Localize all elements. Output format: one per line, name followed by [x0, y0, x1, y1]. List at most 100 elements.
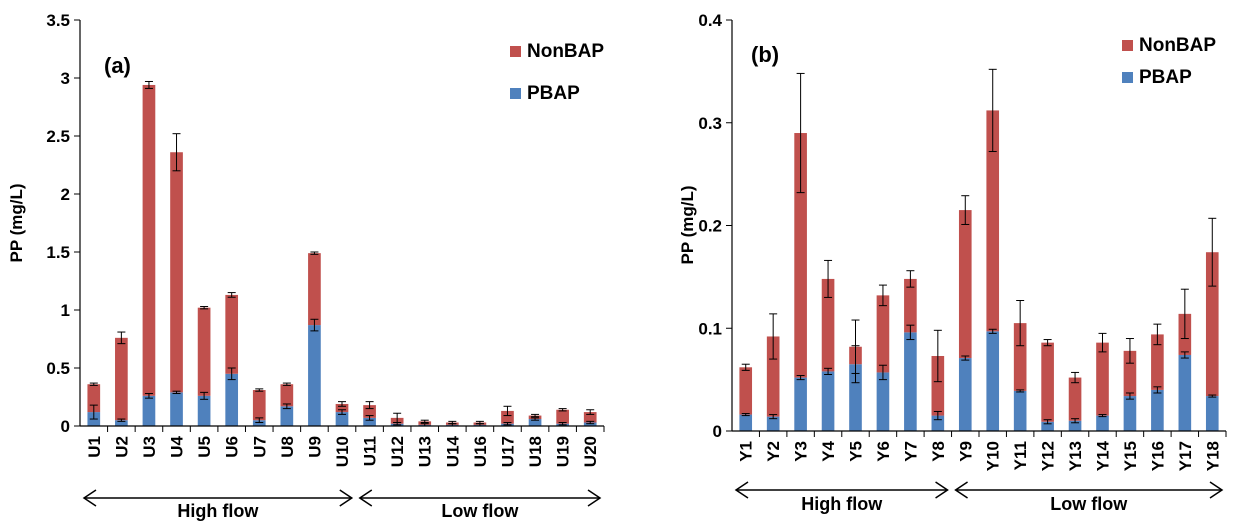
bar-nonbap-y12 [1041, 342, 1054, 422]
x-tick-label-u10: U10 [333, 436, 352, 467]
arrow-head-right [587, 489, 602, 507]
y-tick-label: 0.4 [698, 11, 722, 30]
group-label-high-flow: High flow [177, 501, 259, 521]
x-tick-label-u20: U20 [581, 436, 600, 467]
y-tick-label: 0.3 [698, 114, 722, 133]
y-tick-label: 0.5 [46, 359, 70, 378]
x-tick-label-u14: U14 [443, 435, 462, 467]
bar-nonbap-u7 [252, 390, 266, 421]
bar-nonbap-y18 [1205, 252, 1219, 397]
y-tick-label: 2 [61, 185, 70, 204]
bar-pbap-u20 [583, 422, 597, 426]
x-tick-label-u16: U16 [471, 436, 490, 467]
bar-pbap-y5 [849, 364, 862, 431]
x-tick-label-u12: U12 [388, 436, 407, 467]
x-tick-label-y1: Y1 [737, 441, 756, 462]
bar-nonbap-u3 [142, 84, 156, 396]
bar-pbap-u3 [142, 395, 156, 426]
y-tick-label: 0 [61, 417, 70, 436]
arrow-head-right [1209, 481, 1224, 499]
bar-nonbap-u10 [335, 403, 349, 413]
bar-pbap-u5 [197, 395, 211, 426]
bar-pbap-y16 [1151, 389, 1164, 431]
y-tick-label: 3.5 [46, 11, 70, 30]
bar-pbap-y3 [794, 377, 807, 431]
bar-pbap-y4 [821, 371, 835, 431]
x-tick-label-u11: U11 [361, 436, 380, 466]
bar-pbap-y10 [986, 331, 1000, 431]
y-axis-label: PP (mg/L) [678, 185, 697, 264]
group-label-low-flow: Low flow [1050, 494, 1128, 514]
x-tick-label-y7: Y7 [901, 441, 920, 462]
arrow-head-left [358, 489, 373, 507]
bar-nonbap-y13 [1068, 377, 1082, 421]
x-tick-label-y5: Y5 [847, 441, 866, 462]
x-tick-label-u1: U1 [85, 436, 104, 458]
bar-pbap-u9 [308, 325, 321, 426]
x-tick-label-u8: U8 [278, 436, 297, 458]
chart-panel-a: 0 0.5 1 1.5 2 2.5 3 3.5 U1 U2 U3 U4 U5 U6 U7 U8 U9 U10 U11… [7, 11, 605, 521]
bar-nonbap-y7 [904, 278, 917, 333]
bar-nonbap-y11 [1013, 323, 1027, 391]
bar-pbap-u10 [335, 412, 349, 426]
y-tick-label: 1.5 [46, 243, 70, 262]
bar-nonbap-u13 [418, 421, 432, 425]
bar-pbap-u11 [363, 417, 376, 426]
x-tick-label-y9: Y9 [956, 441, 975, 462]
bar-pbap-y7 [904, 332, 917, 431]
bar-nonbap-y14 [1096, 342, 1109, 416]
y-tick-label: 0.1 [698, 319, 722, 338]
bar-nonbap-u9 [308, 253, 321, 326]
x-tick-label-u2: U2 [112, 436, 131, 458]
bar-pbap-y17 [1178, 354, 1192, 431]
bar-nonbap-y15 [1123, 350, 1137, 397]
bar-nonbap-u5 [197, 307, 211, 396]
bar-nonbap-u6 [225, 294, 239, 374]
bar-pbap-y6 [876, 372, 890, 431]
bar-nonbap-y9 [958, 210, 972, 359]
bar-nonbap-u18 [528, 415, 542, 420]
bar-nonbap-u17 [501, 410, 514, 424]
bar-nonbap-u2 [115, 337, 128, 421]
bar-pbap-u4 [170, 392, 183, 426]
y-tick-label: 1 [61, 301, 70, 320]
x-tick-label-u19: U19 [554, 436, 573, 467]
x-tick-label-y13: Y13 [1066, 441, 1085, 471]
bar-pbap-u7 [252, 420, 266, 426]
bar-pbap-y18 [1205, 396, 1219, 431]
bar-nonbap-y1 [739, 367, 753, 415]
bar-nonbap-y6 [876, 295, 890, 373]
x-tick-label-u5: U5 [195, 436, 214, 458]
bar-nonbap-y16 [1151, 334, 1164, 390]
legend-swatch-pbap [510, 88, 521, 99]
bar-nonbap-y8 [931, 355, 945, 416]
bar-pbap-y2 [766, 416, 780, 431]
x-tick-label-u18: U18 [526, 436, 545, 467]
bar-nonbap-y3 [794, 133, 807, 378]
bar-pbap-u6 [225, 373, 239, 426]
arrow-head-right [339, 489, 354, 507]
bar-pbap-y11 [1013, 390, 1027, 431]
panel-label: (b) [751, 42, 779, 67]
x-tick-label-y4: Y4 [819, 440, 838, 461]
bar-nonbap-y10 [986, 110, 1000, 332]
legend-label-nonbap: NonBAP [1139, 35, 1216, 56]
arrow-head-left [954, 481, 968, 499]
legend-swatch-pbap [1122, 72, 1133, 83]
bar-nonbap-u19 [556, 409, 569, 424]
x-tick-label-y8: Y8 [929, 441, 948, 462]
group-label-low-flow: Low flow [441, 501, 519, 521]
y-tick-label: 0 [713, 422, 722, 441]
x-tick-label-y3: Y3 [792, 441, 811, 462]
legend-label-pbap: PBAP [1139, 67, 1192, 88]
x-tick-label-u13: U13 [416, 436, 435, 467]
bar-pbap-u18 [528, 419, 542, 426]
x-tick-label-u9: U9 [305, 436, 324, 458]
x-tick-label-u3: U3 [140, 436, 159, 458]
x-tick-label-y14: Y14 [1094, 440, 1113, 471]
x-tick-label-y16: Y16 [1148, 441, 1167, 471]
x-tick-label-u17: U17 [498, 436, 517, 467]
bar-nonbap-u8 [280, 384, 294, 407]
bar-nonbap-y4 [821, 278, 835, 372]
bar-pbap-u2 [115, 420, 128, 426]
